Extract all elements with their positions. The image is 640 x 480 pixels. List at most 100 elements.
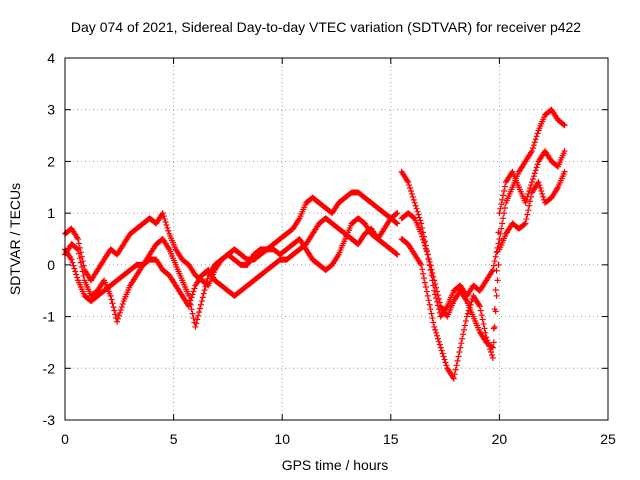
data-point-marker [530, 173, 537, 180]
data-point-marker [80, 272, 87, 279]
data-point-marker [190, 288, 197, 295]
data-point-marker [422, 284, 429, 291]
data-point-marker [164, 224, 171, 231]
data-point-marker [492, 308, 499, 315]
data-point-marker [75, 250, 82, 257]
data-point-marker [561, 148, 568, 155]
data-point-marker [76, 255, 83, 262]
data-point-marker [526, 202, 533, 209]
data-point-marker [419, 233, 426, 240]
data-point-marker [491, 258, 498, 265]
y-tick-label: -2 [43, 360, 56, 376]
x-tick-label: 10 [274, 431, 290, 447]
data-point-marker [462, 318, 469, 325]
data-point-marker [539, 190, 546, 197]
data-point-marker [428, 266, 435, 273]
data-point-marker [114, 318, 121, 325]
x-tick-label: 25 [600, 431, 616, 447]
data-point-marker [118, 303, 125, 310]
x-tick-label: 15 [383, 431, 399, 447]
data-point-marker [111, 307, 118, 314]
data-point-marker [468, 298, 475, 305]
data-point-marker [112, 311, 119, 318]
data-point-marker [420, 270, 427, 277]
data-point-marker [498, 225, 505, 232]
data-point-marker [407, 187, 414, 194]
data-point-marker [199, 294, 206, 301]
data-point-marker [421, 275, 428, 282]
data-point-marker [188, 306, 195, 313]
data-point-marker [71, 265, 78, 272]
data-point-marker [430, 273, 437, 280]
data-point-marker [435, 338, 442, 345]
data-point-marker [416, 214, 423, 221]
data-point-marker [533, 133, 540, 140]
x-axis-label: GPS time / hours [282, 457, 389, 473]
data-point-marker [434, 335, 441, 342]
data-point-marker [467, 301, 474, 308]
data-point-marker [119, 301, 126, 308]
data-point-marker [109, 300, 116, 307]
data-point-marker [487, 346, 494, 353]
data-point-marker [196, 309, 203, 316]
y-tick-label: -3 [43, 412, 56, 428]
data-point-marker [415, 211, 422, 218]
data-point-marker [421, 242, 428, 249]
data-point-marker [75, 236, 82, 242]
data-point-marker [75, 246, 82, 253]
data-point-marker [495, 229, 502, 236]
data-point-marker [538, 187, 545, 194]
data-point-marker [454, 357, 461, 364]
data-point-marker [434, 292, 441, 299]
data-point-marker [419, 266, 426, 273]
data-point-marker [483, 334, 490, 341]
data-point-marker [435, 295, 442, 302]
data-point-marker [496, 236, 503, 242]
data-point-marker [439, 350, 446, 357]
data-point-marker [499, 220, 506, 227]
data-point-marker [486, 343, 493, 350]
data-point-marker [160, 213, 167, 220]
data-point-marker [490, 339, 497, 346]
axis-ticks: 0 5 10 15 20 25 -3 -2 -1 0 1 2 3 4 [43, 50, 616, 447]
data-point-marker [496, 210, 503, 217]
data-point-marker [560, 121, 567, 128]
data-point-marker [436, 341, 443, 348]
data-point-marker [162, 219, 169, 226]
data-point-marker [501, 183, 508, 190]
data-point-marker [438, 347, 445, 354]
data-points [62, 106, 568, 382]
data-point-marker [423, 248, 430, 255]
data-point-marker [190, 315, 197, 322]
data-point-marker [204, 275, 211, 282]
data-point-marker [422, 245, 429, 252]
y-tick-label: 4 [47, 50, 55, 66]
data-point-marker [443, 362, 450, 369]
data-point-marker [464, 310, 471, 317]
data-point-marker [534, 161, 541, 168]
data-point-marker [527, 198, 534, 205]
data-point-marker [189, 310, 196, 317]
data-point-marker [195, 312, 202, 319]
data-point-marker [159, 210, 166, 217]
data-point-marker [466, 304, 473, 311]
data-point-marker [203, 279, 210, 286]
data-point-marker [117, 306, 124, 313]
data-point-marker [394, 251, 401, 258]
data-point-marker [523, 196, 530, 203]
data-point-marker [426, 301, 433, 308]
data-point-marker [197, 301, 204, 308]
data-point-marker [535, 179, 542, 186]
data-point-marker [421, 279, 428, 286]
data-point-marker [201, 286, 208, 293]
data-point-marker [540, 193, 547, 200]
data-point-marker [495, 261, 502, 268]
data-point-marker [530, 142, 537, 149]
data-point-marker [108, 296, 115, 303]
data-point-marker [491, 323, 498, 330]
data-point-marker [442, 359, 449, 366]
y-axis-label: SDTVAR / TECUs [7, 183, 23, 295]
data-point-marker [528, 182, 535, 189]
data-point-marker [191, 285, 198, 292]
